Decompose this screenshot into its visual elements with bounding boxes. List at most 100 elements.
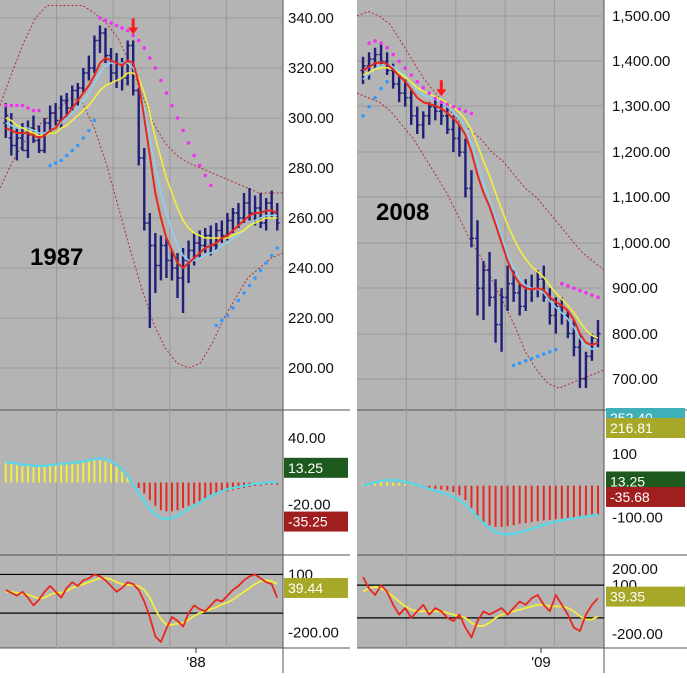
pane-1-macd-badge-bg-1 xyxy=(606,418,685,438)
pane-1-psar-up-6 xyxy=(517,361,522,365)
pane-0-macd-badge-0: 13.25 xyxy=(288,460,323,476)
pane-0-psar-down-10 xyxy=(114,23,119,28)
pane-0-psar-up-0 xyxy=(48,163,52,168)
pane-1-psar-down-23 xyxy=(590,293,594,297)
pane-0-psar-down-20 xyxy=(170,103,174,108)
pane-0-date-bg xyxy=(0,648,283,673)
pane-0-psar-down-6 xyxy=(37,108,41,113)
pane-0-psar-up-17 xyxy=(258,268,263,273)
pane-0-arrow-head xyxy=(128,27,139,35)
pane-0-price-tick-0: 340.00 xyxy=(288,10,334,27)
pane-1-psar-down-21 xyxy=(578,288,582,293)
pane-0-stoch-badge-bg-0 xyxy=(284,577,348,598)
pane-1-psar-down-12 xyxy=(439,100,444,105)
pane-1-price-tick-6: 900.00 xyxy=(612,280,658,297)
pane-1-psar-down-11 xyxy=(433,96,438,101)
pane-1-stoch-tick-2: -200.00 xyxy=(612,626,663,643)
pane-1-stoch-fast xyxy=(362,576,599,639)
pane-1-psar-down-17 xyxy=(469,111,474,116)
pane-0-psar-down-14 xyxy=(136,38,141,43)
pane-0-psar-down-21 xyxy=(175,116,180,120)
pane-0-psar-down-23 xyxy=(186,141,191,145)
pane-0-psar-up-9 xyxy=(214,323,219,328)
pane-0-psar-down-17 xyxy=(153,66,158,70)
pane-0-psar-up-7 xyxy=(87,128,91,133)
pane-1-price-tick-7: 800.00 xyxy=(612,326,658,343)
pane-0-psar-up-3 xyxy=(64,153,69,158)
pane-1-psar-down-14 xyxy=(451,104,456,109)
pane-0-macd-badge-bg-0 xyxy=(284,457,348,478)
pane-0-macd-tick-1: -20.00 xyxy=(288,497,331,514)
pane-0-psar-up-4 xyxy=(70,148,75,153)
pane-1-psar-up-7 xyxy=(523,359,528,363)
pane-0-psar-down-8 xyxy=(103,18,108,23)
pane-0-psar-down-25 xyxy=(197,163,202,168)
pane-1-stoch-badge-0: 39.35 xyxy=(610,589,645,605)
pane-1-bollinger-upper xyxy=(356,11,605,271)
pane-1-price-tick-8: 700.00 xyxy=(612,371,658,388)
pane-1-arrow-head xyxy=(436,89,447,97)
pane-0-psar-down-27 xyxy=(208,183,213,188)
pane-0-stoch-tick-1: -200.00 xyxy=(288,624,339,641)
pane-0-psar-up-19 xyxy=(269,253,274,258)
pane-1-price-tick-4: 1,100.00 xyxy=(612,189,670,206)
pane-1-psar-down-1 xyxy=(373,39,377,43)
pane-1-psar-down-8 xyxy=(415,79,420,84)
pane-0-price-tick-4: 260.00 xyxy=(288,210,334,227)
pane-1-macd-tick-1: -100.00 xyxy=(612,509,663,526)
pane-1-macd-badge-3: -35.68 xyxy=(610,489,650,505)
pane-0-stoch-fast xyxy=(5,573,279,643)
pane-1-date-bg xyxy=(357,648,604,673)
pane-0-psar-down-15 xyxy=(142,46,147,50)
pane-1-psar-down-7 xyxy=(409,73,414,77)
pane-0-psar-up-14 xyxy=(242,291,246,295)
pane-0-psar-down-18 xyxy=(159,78,163,83)
pane-0-psar-up-18 xyxy=(264,261,268,265)
pane-0-psar-up-20 xyxy=(275,246,280,250)
pane-0-bollinger-upper xyxy=(0,5,283,194)
pane-1-psar-down-9 xyxy=(421,85,426,90)
pane-0-psar-down-13 xyxy=(131,33,135,38)
pane-1-price-tick-1: 1,400.00 xyxy=(612,53,670,70)
pane-0-psar-down-12 xyxy=(125,28,130,33)
pane-1-psar-down-5 xyxy=(397,59,401,64)
pane-1-psar-down-2 xyxy=(379,41,383,46)
pane-0-psar-down-22 xyxy=(181,128,185,133)
pane-0-price-tick-2: 300.00 xyxy=(288,110,334,127)
pane-1-psar-down-24 xyxy=(596,295,600,300)
pane-0-psar-up-6 xyxy=(81,136,86,140)
pane-1-bollinger-lower xyxy=(356,92,605,389)
pane-0-psar-down-1 xyxy=(9,103,14,108)
pane-1-stoch-slow xyxy=(362,585,599,627)
pane-1-ema-slow xyxy=(362,66,599,339)
pane-1-psar-down-3 xyxy=(385,45,389,50)
pane-0-date-label-0: '88 xyxy=(186,654,206,671)
pane-1-macd-badge-1: 216.81 xyxy=(610,420,653,436)
pane-0-psar-up-10 xyxy=(220,318,224,323)
pane-1-stoch-tick-0: 200.00 xyxy=(612,561,658,578)
pane-1-axis-bg xyxy=(604,0,687,673)
pane-1-psar-down-6 xyxy=(403,66,407,70)
pane-1-macd-signal xyxy=(362,478,599,536)
pane-1-price-tick-2: 1,300.00 xyxy=(612,98,670,115)
pane-0-plot-bg xyxy=(0,0,283,648)
pane-1-ema-fast xyxy=(362,61,599,346)
pane-0-psar-down-2 xyxy=(15,103,19,108)
pane-1-psar-down-20 xyxy=(572,286,576,291)
pane-1-psar-down-19 xyxy=(566,284,570,288)
pane-1-macd-tick-0: 100 xyxy=(612,446,637,463)
pane-1-psar-up-8 xyxy=(529,356,534,361)
pane-0-psar-down-11 xyxy=(120,26,124,30)
pane-0-psar-down-19 xyxy=(164,91,169,95)
pane-1-macd-badge-2: 13.25 xyxy=(610,473,645,489)
pane-separator xyxy=(350,0,357,673)
pane-1-macd-badge-bg-2 xyxy=(606,471,685,492)
pane-1-psar-down-18 xyxy=(560,281,564,286)
pane-1-macd-badge-bg-3 xyxy=(606,486,685,507)
pane-0-price-tick-3: 280.00 xyxy=(288,160,334,177)
pane-1-psar-up-11 xyxy=(547,349,552,354)
pane-0-price-tick-6: 220.00 xyxy=(288,310,334,327)
pane-0-macd-signal xyxy=(5,457,278,521)
